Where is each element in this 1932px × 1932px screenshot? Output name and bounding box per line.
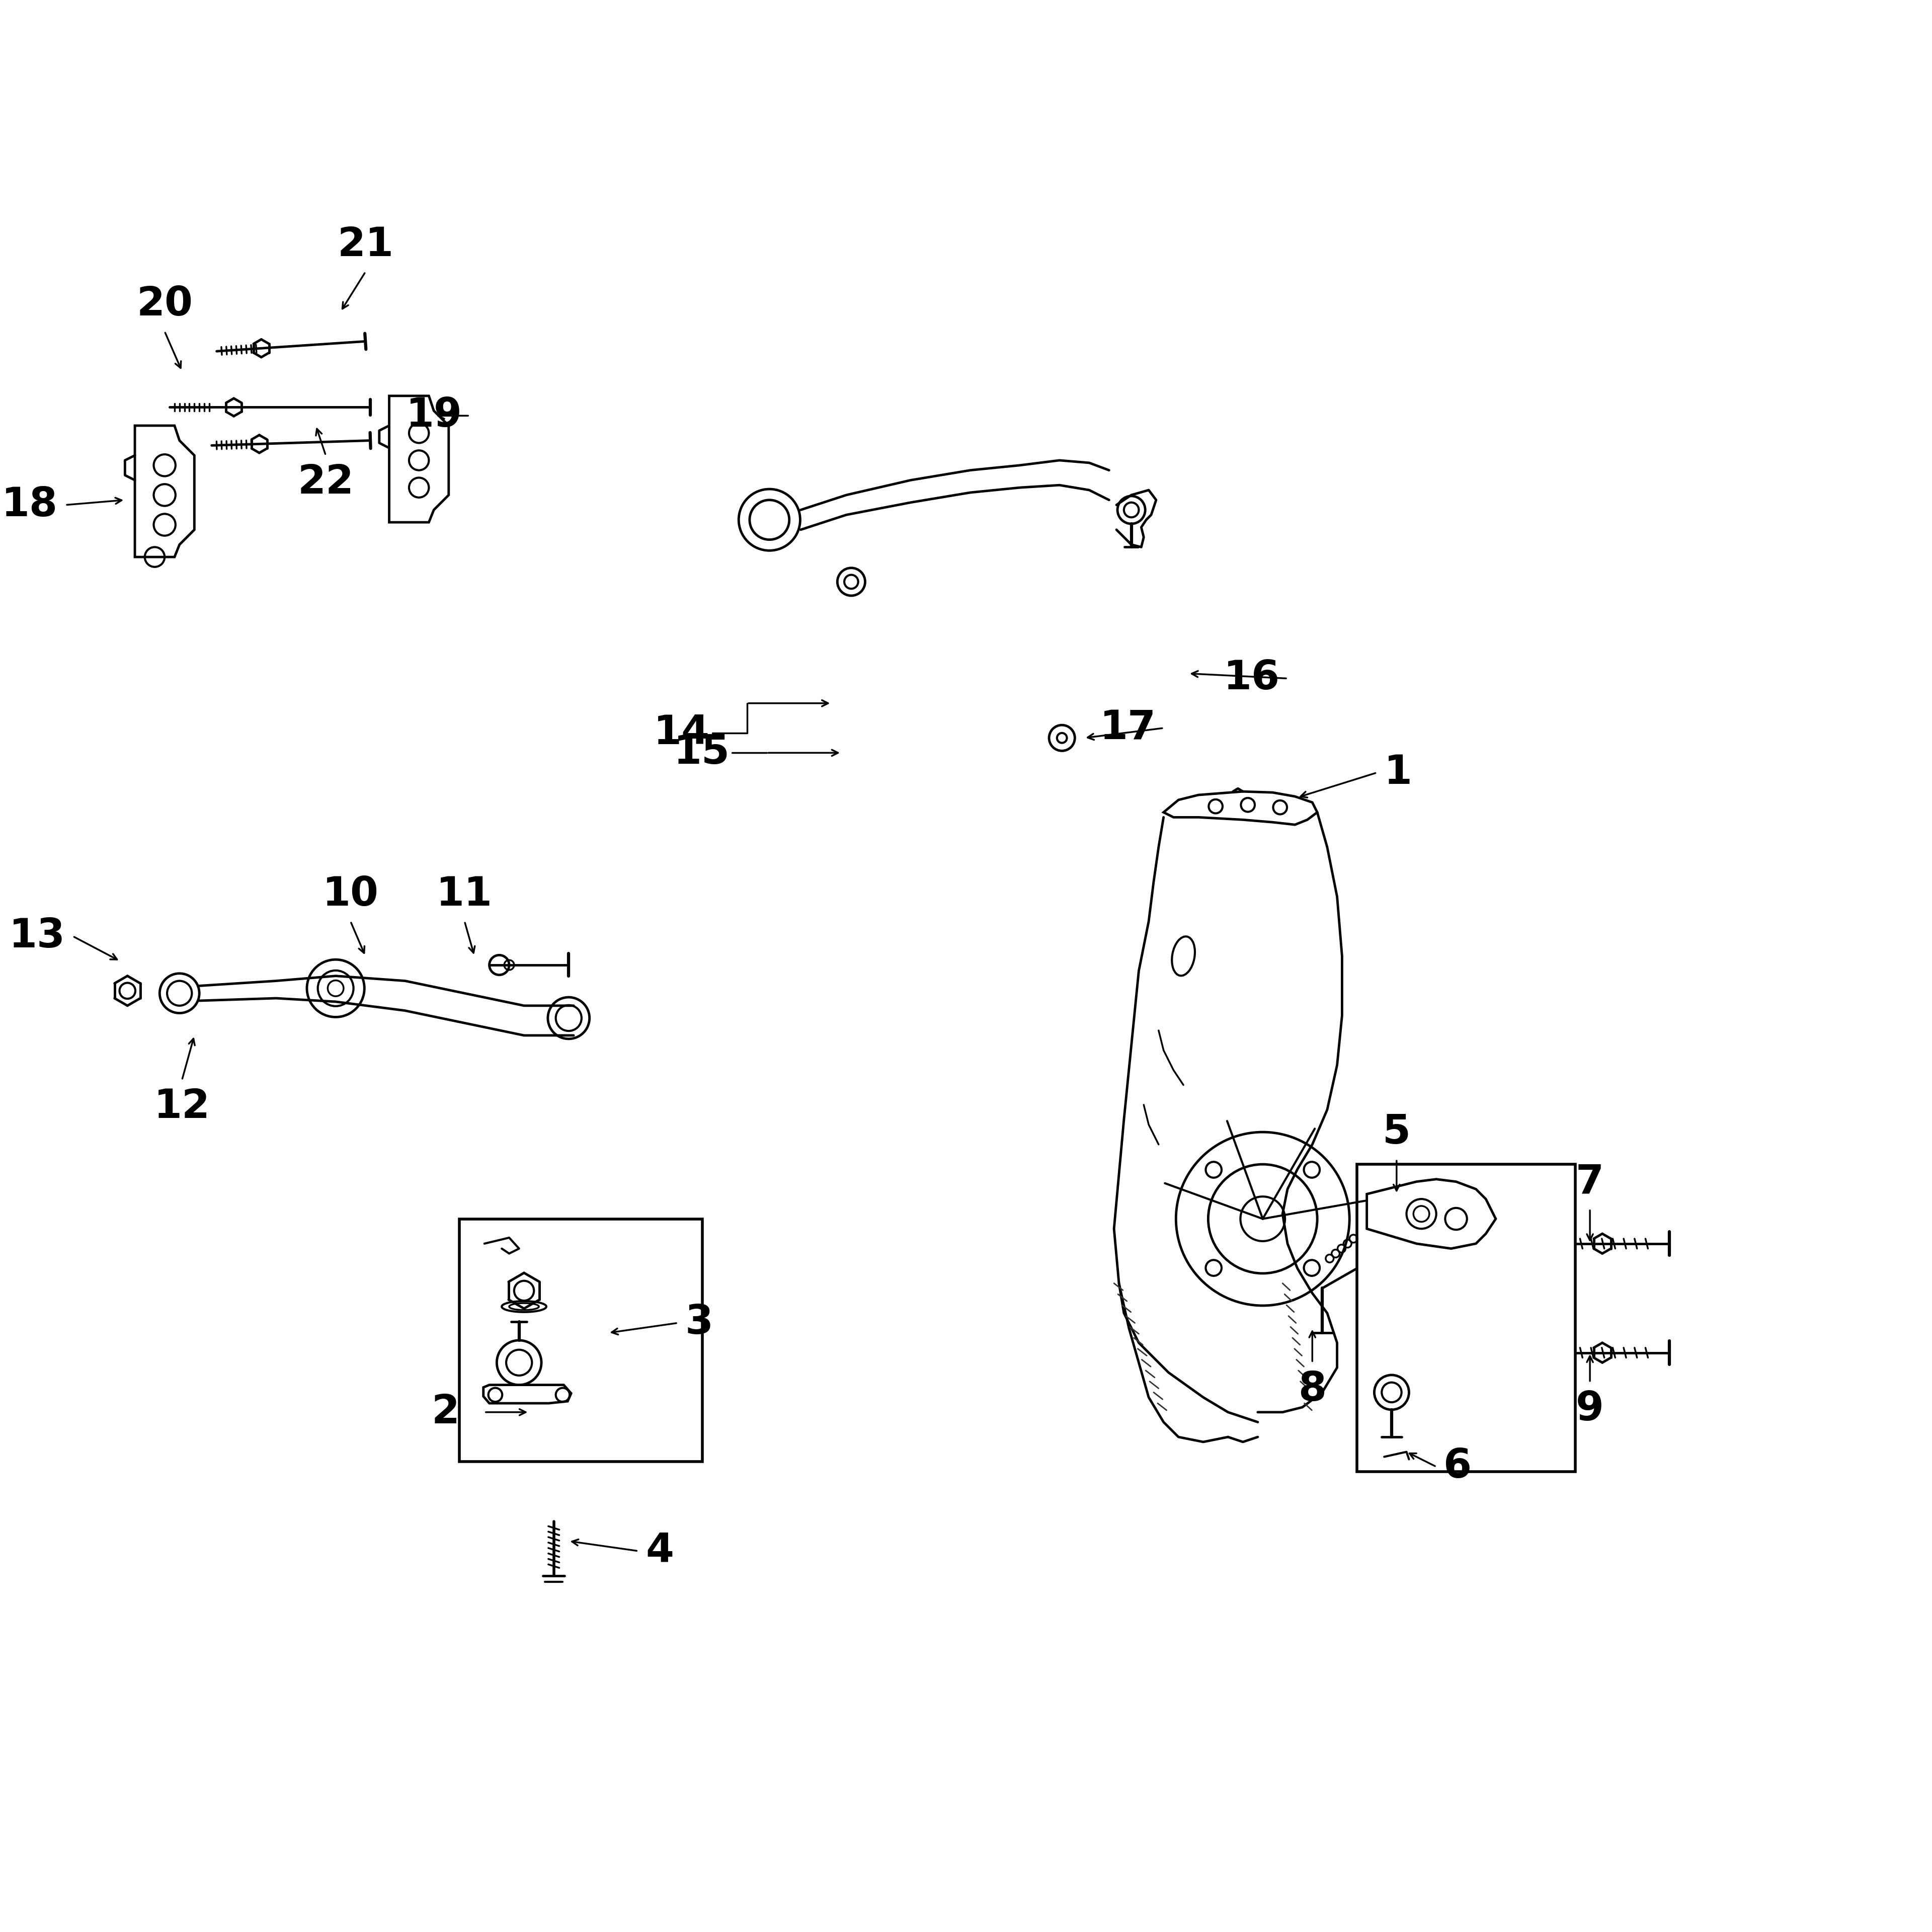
Text: 2: 2: [431, 1393, 460, 1432]
Text: 12: 12: [155, 1088, 211, 1126]
Text: 17: 17: [1099, 709, 1155, 748]
Text: 15: 15: [674, 734, 730, 773]
Polygon shape: [483, 1385, 572, 1403]
Text: 22: 22: [298, 464, 354, 502]
Text: 7: 7: [1577, 1163, 1604, 1202]
Text: 1: 1: [1383, 753, 1412, 792]
Text: 11: 11: [437, 875, 493, 914]
Text: 14: 14: [653, 713, 709, 753]
Text: 3: 3: [686, 1304, 713, 1343]
Text: 19: 19: [406, 396, 462, 435]
Polygon shape: [135, 425, 195, 556]
Text: 5: 5: [1383, 1113, 1410, 1151]
Bar: [460, 1219, 703, 1463]
Bar: [1356, 1165, 1575, 1472]
Text: 4: 4: [645, 1532, 674, 1571]
Polygon shape: [388, 396, 448, 522]
Text: 20: 20: [137, 284, 193, 325]
Text: 16: 16: [1223, 659, 1281, 697]
Text: 13: 13: [10, 916, 66, 956]
Text: 18: 18: [2, 485, 58, 526]
Polygon shape: [1366, 1179, 1495, 1248]
Text: 6: 6: [1443, 1447, 1472, 1486]
Text: 10: 10: [323, 875, 379, 914]
Text: 8: 8: [1298, 1370, 1327, 1408]
Polygon shape: [1163, 792, 1318, 825]
Text: 21: 21: [338, 226, 394, 265]
Text: 9: 9: [1577, 1389, 1604, 1430]
